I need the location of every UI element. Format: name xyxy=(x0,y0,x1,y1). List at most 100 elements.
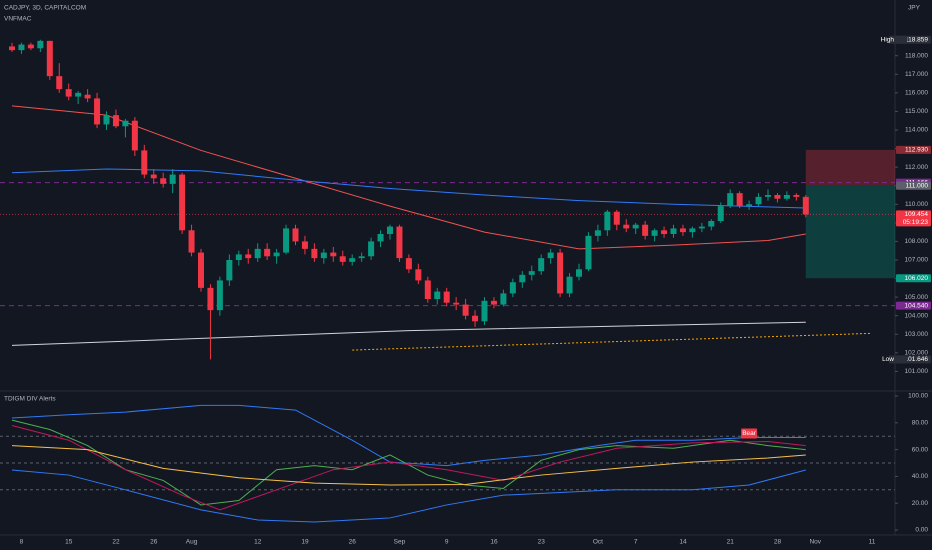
x-tick-label: 22 xyxy=(112,539,120,546)
candle-body xyxy=(46,40,53,77)
price-marker-tag: Low xyxy=(882,356,894,363)
study-title: VNFMAC xyxy=(4,16,32,23)
candle-body xyxy=(566,276,573,294)
candle-body xyxy=(519,274,526,283)
signal-label: Bear xyxy=(742,430,757,437)
y-tick-label: 100.00 xyxy=(908,393,928,400)
currency: JPY xyxy=(908,5,921,12)
candle-body xyxy=(122,120,129,127)
candle-body xyxy=(576,269,582,277)
price-marker-label: 112.930 xyxy=(905,147,928,154)
symbol-title: CADJPY, 3D, CAPITALCOM xyxy=(4,5,86,12)
y-tick-label: 103.000 xyxy=(905,331,929,338)
x-tick-label: Sep xyxy=(394,539,406,546)
candle-body xyxy=(292,228,299,242)
candle-body xyxy=(188,230,195,253)
candle-body xyxy=(509,282,516,294)
candle-body xyxy=(481,300,488,322)
countdown: 05:19:23 xyxy=(903,219,929,226)
candle-body xyxy=(283,228,290,253)
candle-body xyxy=(112,115,119,127)
indicator-title: TDIGM DIV Alerts xyxy=(4,396,56,403)
y-tick-label: 116.000 xyxy=(905,90,928,97)
candle-body xyxy=(254,248,261,259)
y-tick-label: 40.00 xyxy=(912,473,929,480)
candle-body xyxy=(613,211,620,225)
x-tick-label: Oct xyxy=(593,539,603,546)
candle-body xyxy=(783,195,790,199)
candle-body xyxy=(415,269,422,281)
price-marker xyxy=(896,210,931,227)
candle-body xyxy=(18,44,25,51)
candle-body xyxy=(490,300,497,305)
candle-body xyxy=(623,224,630,229)
candle-body xyxy=(320,252,327,259)
candle-body xyxy=(179,174,186,231)
candle-body xyxy=(661,230,668,234)
candle-body xyxy=(396,226,403,259)
line-series xyxy=(11,469,806,523)
price-marker xyxy=(896,301,931,310)
price-marker-label: 104.540 xyxy=(905,302,929,309)
y-tick-label: 102.000 xyxy=(905,350,929,357)
line-series xyxy=(11,321,806,346)
x-tick-label: 11 xyxy=(869,539,876,546)
candle-body xyxy=(538,258,545,272)
line-series xyxy=(352,332,872,351)
x-tick-label: Aug xyxy=(186,539,198,546)
candle-body xyxy=(56,76,63,90)
x-tick-label: 26 xyxy=(150,539,158,546)
candle-body xyxy=(27,44,34,49)
candle-body xyxy=(207,287,214,311)
candle-body xyxy=(727,193,734,207)
y-tick-label: 115.000 xyxy=(905,108,928,115)
y-tick-label: 108.000 xyxy=(905,238,929,245)
candle-body xyxy=(689,228,696,233)
candle-body xyxy=(141,150,148,175)
price-marker xyxy=(896,145,931,154)
candle-body xyxy=(103,115,110,125)
price-marker-label: 111.000 xyxy=(905,182,928,189)
x-tick-label: 28 xyxy=(774,539,782,546)
candle-body xyxy=(765,195,771,197)
candle-body xyxy=(368,241,375,257)
line-series xyxy=(11,105,806,250)
candle-body xyxy=(160,178,167,184)
candle-body xyxy=(774,195,781,199)
candle-body xyxy=(339,256,346,262)
candle-body xyxy=(453,302,460,305)
candle-body xyxy=(698,226,705,229)
candle-body xyxy=(500,293,507,305)
candle-body xyxy=(75,92,82,97)
candle-body xyxy=(216,280,223,311)
y-tick-label: 114.000 xyxy=(905,127,928,134)
x-tick-label: 16 xyxy=(490,539,498,546)
candle-body xyxy=(594,230,601,236)
candle-body xyxy=(169,174,176,184)
candle-body xyxy=(150,174,157,179)
y-tick-label: 105.000 xyxy=(905,294,929,301)
y-tick-label: 117.000 xyxy=(905,71,928,78)
candle-body xyxy=(330,252,337,257)
candle-body xyxy=(793,195,800,197)
y-tick-label: 110.000 xyxy=(905,201,928,208)
target-zone xyxy=(805,185,895,279)
candle-body xyxy=(245,254,252,259)
candle-body xyxy=(632,224,639,229)
candle-body xyxy=(226,260,233,281)
candle-body xyxy=(273,252,280,257)
candle-body xyxy=(528,271,535,275)
price-marker-label: 106.020 xyxy=(905,275,929,282)
candle-body xyxy=(349,258,356,262)
y-tick-label: 101.000 xyxy=(905,368,929,375)
y-tick-label: 118.000 xyxy=(905,52,928,59)
x-tick-label: 9 xyxy=(445,539,449,546)
candle-body xyxy=(434,291,441,299)
candle-body xyxy=(311,248,318,259)
candle-body xyxy=(443,291,450,303)
line-series xyxy=(11,424,806,511)
candle-body xyxy=(679,228,686,233)
candle-body xyxy=(387,226,393,234)
y-tick-label: 104.000 xyxy=(905,312,929,319)
